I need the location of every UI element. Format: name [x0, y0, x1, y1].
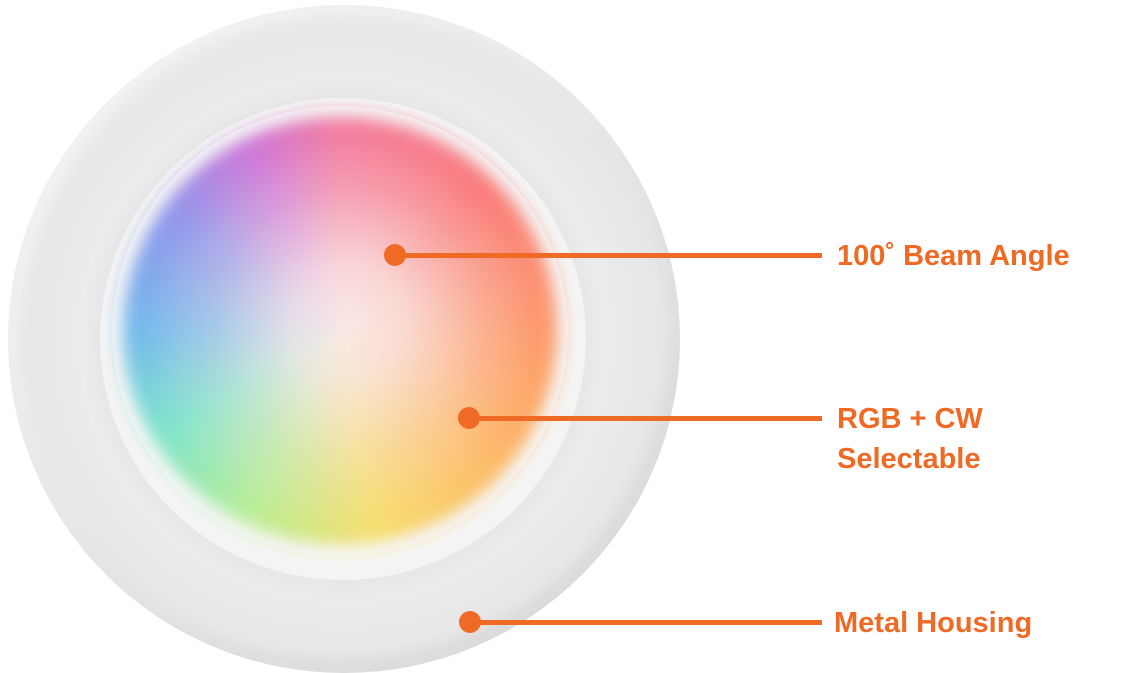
beam-angle-leader-line	[396, 253, 822, 258]
metal-housing-label: Metal Housing	[834, 603, 1032, 643]
beam-angle-marker	[384, 244, 406, 266]
rgb-cw-label: RGB + CW Selectable	[837, 399, 983, 479]
beam-angle-label-text: 100˚ Beam Angle	[837, 240, 1070, 272]
beam-angle-label: 100˚ Beam Angle	[837, 236, 1070, 276]
metal-housing-marker	[459, 611, 481, 633]
rgb-cw-leader-line	[470, 416, 822, 421]
rgb-cw-marker	[458, 407, 480, 429]
rgb-cw-label-line-2: Selectable	[837, 443, 981, 475]
rgb-cw-label-line-1: RGB + CW	[837, 403, 983, 435]
metal-housing-label-text: Metal Housing	[834, 607, 1033, 639]
lens-center-glow	[118, 112, 562, 550]
lens-edge-shade	[112, 106, 568, 556]
metal-housing-leader-line	[471, 620, 822, 625]
